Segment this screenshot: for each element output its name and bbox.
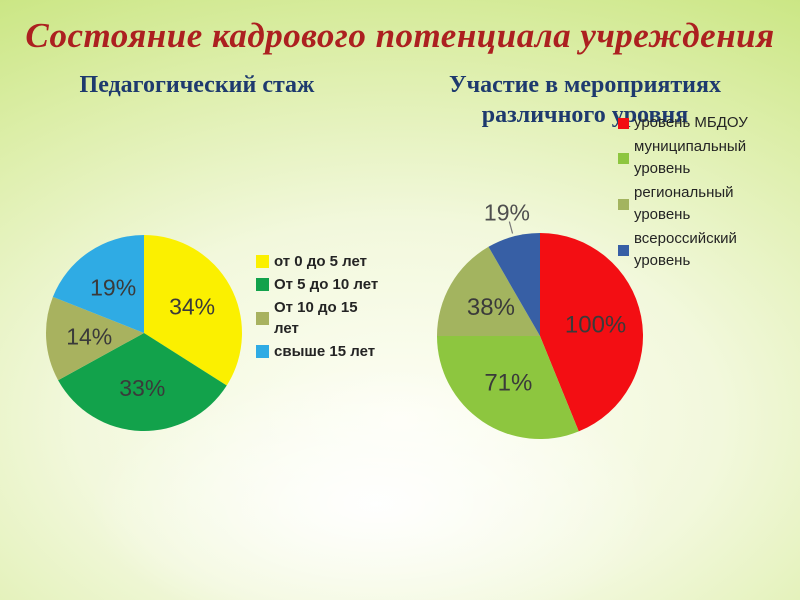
legend-pedagogical-experience: от 0 до 5 лет От 5 до 10 лет От 10 до 15 ле…	[256, 251, 390, 362]
pie-svg: 100% 71% 38% 19%	[437, 200, 644, 440]
pie-label-1: 71%	[484, 369, 532, 396]
pie-svg: 34% 33% 14% 19%	[45, 235, 242, 431]
right-chart-title: Участие в мероприятиях различного уровня	[449, 72, 721, 128]
pie-slice-3	[488, 233, 540, 336]
pie-label-3: 19%	[90, 275, 136, 301]
legend-swatch-icon	[618, 152, 629, 164]
legend-item: муниципальный уровень	[618, 136, 790, 180]
pie-label-2: 38%	[467, 294, 515, 321]
label-leader-line	[508, 221, 514, 234]
pie-slice-1	[437, 336, 579, 440]
pie-chart-pedagogical-experience: 34% 33% 14% 19%	[34, 223, 254, 443]
legend-label: свыше 15 лет	[274, 343, 376, 360]
slide-title: Состояние кадрового потенциала учреждени…	[25, 16, 775, 55]
pie-label-0: 100%	[565, 312, 626, 339]
legend-swatch-icon	[256, 345, 269, 358]
legend-label: От 5 до 10 лет	[274, 276, 379, 293]
legend-swatch-icon	[256, 255, 269, 268]
legend-label: муниципальный уровень	[634, 138, 747, 177]
legend-label: от 0 до 5 лет	[274, 253, 367, 270]
legend-event-participation: уровень МБДОУ муниципальный уровень региона…	[618, 112, 790, 272]
legend-item: свыше 15 лет	[256, 341, 390, 362]
legend-swatch-icon	[618, 244, 629, 256]
legend-swatch-icon	[256, 278, 269, 291]
legend-label: уровень МБДОУ	[634, 114, 748, 131]
pie-slice-1	[58, 333, 227, 431]
legend-swatch-icon	[618, 117, 629, 129]
pie-slice-2	[437, 246, 540, 336]
pie-outside-label-3: 19%	[484, 200, 530, 226]
pie-slice-2	[45, 296, 144, 381]
legend-label: От 10 до 15 лет	[274, 299, 358, 337]
pie-slice-3	[52, 235, 144, 333]
pie-label-1: 33%	[119, 375, 165, 401]
legend-swatch-icon	[618, 198, 629, 210]
legend-label: всероссийский уровень	[634, 230, 737, 269]
legend-swatch-icon	[256, 311, 269, 325]
pie-slice-0	[144, 235, 242, 386]
legend-item: региональный уровень	[618, 182, 790, 226]
legend-item: всероссийский уровень	[618, 228, 790, 272]
left-chart-title: Педагогический стаж	[79, 72, 315, 98]
legend-item: уровень МБДОУ	[618, 112, 790, 134]
legend-item: от 0 до 5 лет	[256, 251, 390, 272]
pie-label-2: 14%	[66, 323, 112, 349]
pie-slice-0	[540, 233, 644, 432]
pie-chart-event-participation: 100% 71% 38% 19%	[400, 196, 680, 476]
legend-label: региональный уровень	[634, 184, 734, 223]
legend-item: От 10 до 15 лет	[256, 297, 390, 339]
legend-item: От 5 до 10 лет	[256, 274, 390, 295]
pie-label-0: 34%	[169, 294, 215, 320]
